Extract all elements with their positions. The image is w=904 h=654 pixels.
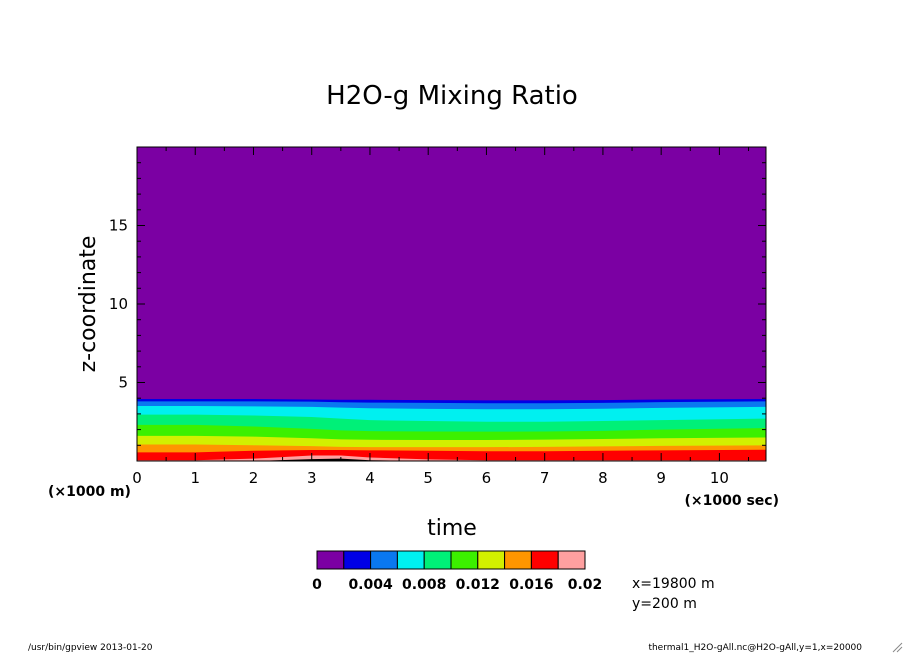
y-axis-label: z-coordinate: [76, 236, 101, 373]
annotation-y: y=200 m: [632, 596, 697, 612]
colorbar-swatch: [423, 550, 452, 570]
colorbar-label: 0.016: [509, 577, 553, 593]
chart-title: H2O-g Mixing Ratio: [326, 81, 578, 111]
colorbar-label: 0: [312, 577, 322, 593]
x-tick-label: 5: [423, 469, 433, 487]
x-unit-label: (×1000 sec): [685, 493, 780, 509]
contour-band-9: [137, 455, 766, 461]
colorbar-label: 0.012: [456, 577, 500, 593]
y-tick-label: 10: [109, 295, 128, 313]
footer-right: thermal1_H2O-gAll.nc@H2O-gAll,y=1,x=2000…: [648, 643, 862, 653]
colorbar-label: 0.02: [568, 577, 603, 593]
y-tick-label: 15: [109, 217, 128, 235]
contour-bands: [137, 147, 766, 461]
x-tick-label: 4: [365, 469, 375, 487]
x-tick-label: 7: [540, 469, 550, 487]
colorbar-swatch: [477, 550, 506, 570]
colorbar-label: 0.004: [348, 577, 393, 593]
x-tick-label: 3: [307, 469, 317, 487]
x-tick-label: 6: [482, 469, 492, 487]
x-tick-label: 0: [132, 469, 142, 487]
colorbar-swatch: [396, 550, 425, 570]
colorbar-swatch: [343, 550, 372, 570]
y-axis: 5 10 15: [109, 146, 766, 462]
colorbar-label: 0.008: [402, 577, 446, 593]
x-tick-label: 10: [710, 469, 729, 487]
x-tick-label: 9: [656, 469, 666, 487]
x-axis-label: time: [427, 516, 477, 541]
y-unit-label: (×1000 m): [48, 484, 131, 500]
colorbar-swatch: [530, 550, 559, 570]
colorbar-swatch: [450, 550, 479, 570]
colorbar-swatch: [557, 550, 586, 570]
x-axis: 0 1 2 3 4 5 6 7 8 9 10: [132, 147, 750, 487]
colorbar-swatch: [370, 550, 398, 570]
x-tick-label: 8: [598, 469, 608, 487]
contour-band-10: [137, 458, 766, 461]
colorbar-swatch: [504, 550, 532, 570]
x-tick-label: 2: [249, 469, 259, 487]
colorbar-swatch: [316, 550, 345, 570]
y-tick-label: 5: [118, 374, 128, 392]
resize-grip-icon: [892, 642, 903, 653]
x-tick-label: 1: [190, 469, 200, 487]
annotation-x: x=19800 m: [632, 576, 715, 592]
colorbar: 0 0.004 0.008 0.012 0.016 0.02: [312, 550, 603, 593]
footer-left: /usr/bin/gpview 2013-01-20: [28, 643, 153, 653]
